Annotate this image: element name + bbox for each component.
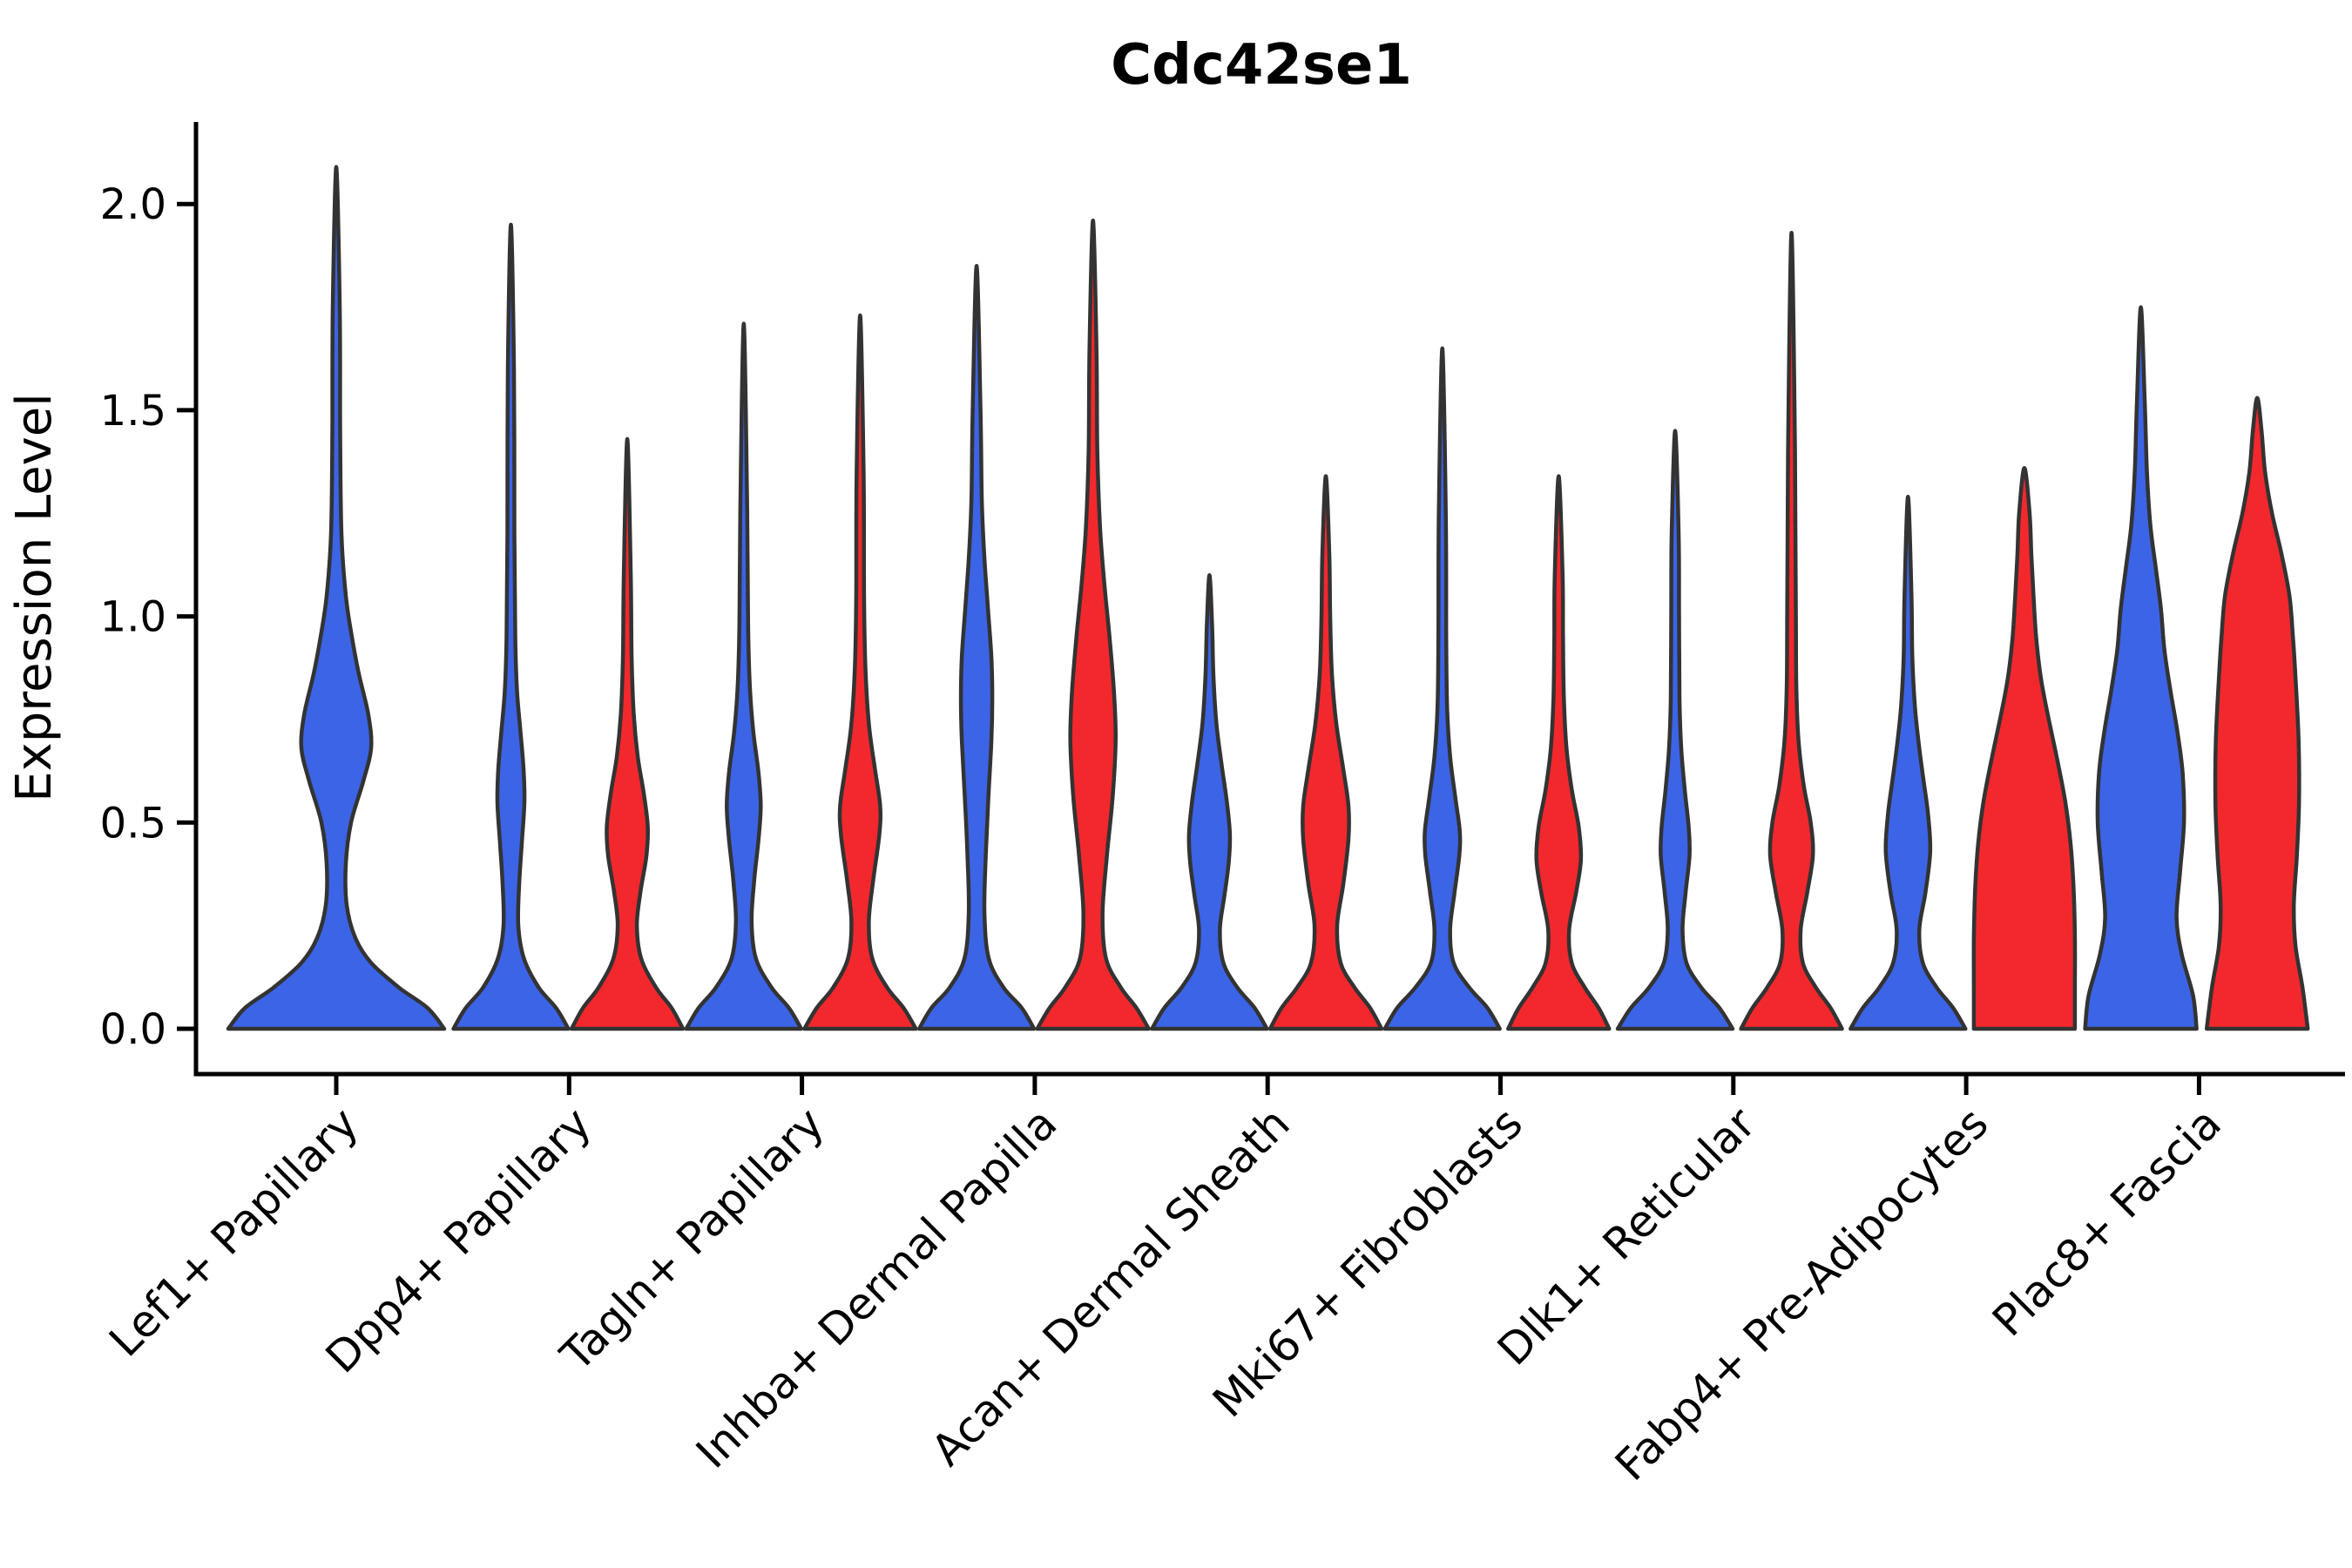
violin-plac8-fascia-blue	[2083, 305, 2199, 1031]
x-tick-label-fabp4-pre-adipocytes: Fabp4+ Pre-Adipocytes	[1605, 1098, 1998, 1490]
violin-tagln-papillary-blue	[684, 321, 804, 1031]
violin-fabp4-pre-adipocytes-blue	[1848, 495, 1968, 1031]
y-tick-label: 2.0	[100, 180, 166, 229]
y-tick-label: 0.0	[100, 1005, 166, 1054]
x-tick-label-dlk1-reticular: Dlk1+ Reticular	[1488, 1098, 1765, 1375]
violin-acan-dermal-sheath-red	[1267, 474, 1384, 1031]
violin-tagln-papillary-red	[802, 313, 918, 1031]
violin-inhba-dermal-papilla-red	[1035, 218, 1151, 1031]
violin-dlk1-reticular-red	[1739, 231, 1844, 1031]
violin-acan-dermal-sheath-blue	[1150, 573, 1269, 1031]
violin-lef1-papillary-blue	[226, 165, 447, 1031]
violin-mki67-fibroblasts-blue	[1382, 346, 1502, 1031]
violin-inhba-dermal-papilla-blue	[916, 263, 1037, 1031]
violin-fabp4-pre-adipocytes-red	[1971, 465, 2078, 1031]
violin-dlk1-reticular-blue	[1615, 429, 1735, 1031]
y-tick-label: 1.5	[100, 387, 166, 436]
y-axis-label: Expression Level	[6, 393, 63, 802]
chart-title: Cdc42se1	[1111, 33, 1412, 98]
violin-dpp4-papillary-red	[569, 436, 686, 1031]
violin-mki67-fibroblasts-red	[1506, 474, 1612, 1031]
x-tick-label-lef1-papillary: Lef1+ Papillary	[99, 1098, 368, 1366]
violins-layer	[226, 165, 2310, 1031]
y-tick-label: 1.0	[100, 593, 166, 642]
violin-plac8-fascia-red	[2204, 395, 2310, 1031]
x-tick-label-plac8-fascia: Plac8+ Fascia	[1983, 1098, 2231, 1346]
violin-dpp4-papillary-blue	[451, 222, 571, 1031]
y-tick-label: 0.5	[100, 799, 166, 848]
